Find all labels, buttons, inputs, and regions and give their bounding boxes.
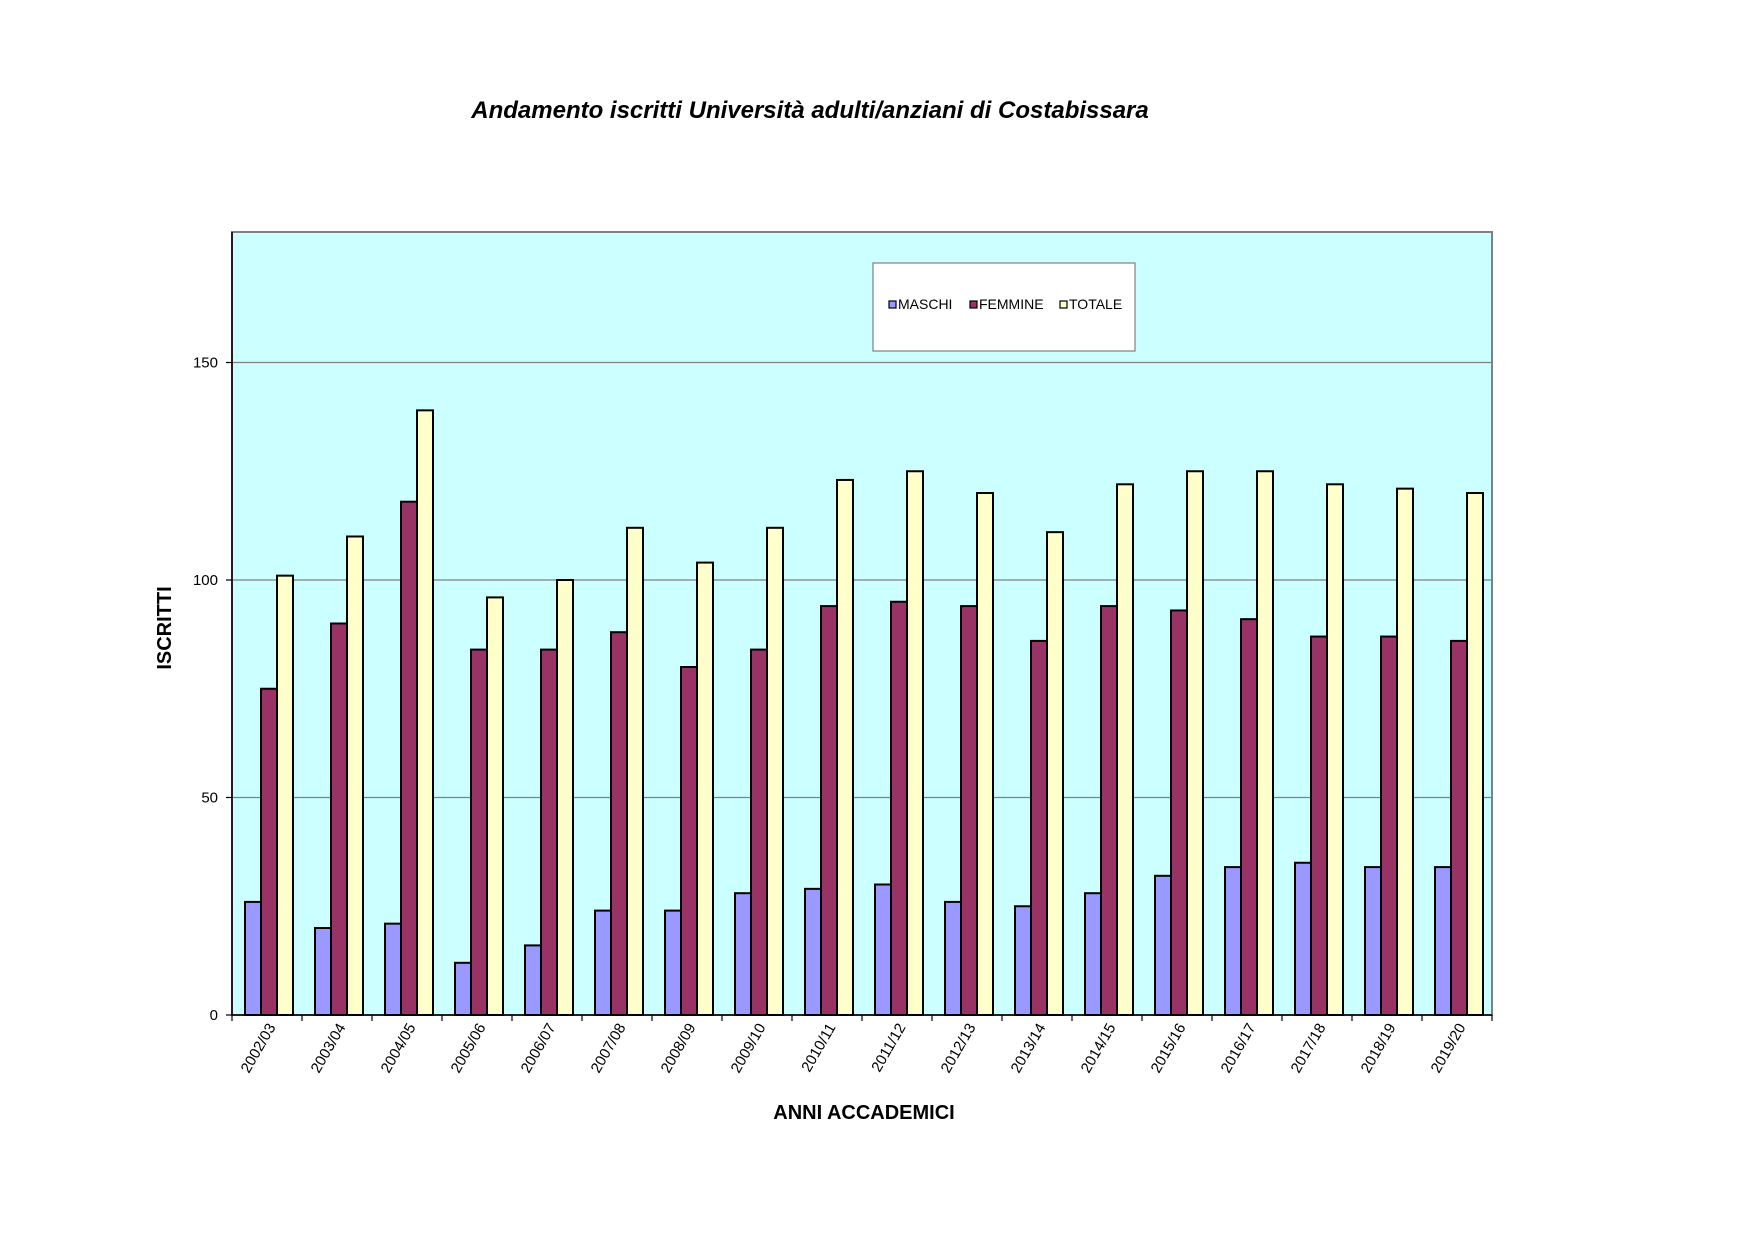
bar-maschi-2008-09 <box>664 909 682 1016</box>
bar-totale-2014-15 <box>1116 483 1134 1016</box>
bar-maschi-2010-11 <box>804 887 822 1016</box>
x-tick-label: 2014/15 <box>1078 1021 1120 1076</box>
bar-maschi-2011-12 <box>874 883 892 1016</box>
x-tick-label: 2002/03 <box>238 1021 280 1076</box>
x-axis-label: ANNI ACCADEMICI <box>773 1102 954 1124</box>
bar-femmine-2016-17 <box>1240 618 1258 1017</box>
bar-femmine-2017-18 <box>1310 635 1328 1016</box>
x-tick-label: 2019/20 <box>1428 1021 1470 1076</box>
y-tick-labels: 0 50 100 150 <box>193 355 218 1025</box>
y-tick-label: 100 <box>193 572 218 589</box>
x-tick-label: 2011/12 <box>868 1021 909 1075</box>
x-tick-labels: 2002/03 2003/04 2004/05 2005/06 2006/07 2007/… <box>238 1021 1470 1076</box>
y-axis-label: ISCRITTI <box>154 586 176 669</box>
bar-maschi-2014-15 <box>1084 892 1102 1017</box>
bar-femmine-2019-20 <box>1450 639 1468 1017</box>
bar-maschi-2005-06 <box>454 961 472 1016</box>
bar-maschi-2002-03 <box>244 900 262 1017</box>
bar-maschi-2009-10 <box>734 892 752 1017</box>
bar-femmine-2012-13 <box>960 605 978 1016</box>
legend: MASCHI FEMMINE TOTALE <box>872 262 1136 352</box>
legend-entry-maschi: MASCHI <box>898 296 952 312</box>
y-tick-label: 50 <box>201 790 218 807</box>
x-tick-label: 2005/06 <box>448 1021 490 1076</box>
bar-totale-2004-05 <box>416 409 434 1017</box>
bar-femmine-2018-19 <box>1380 635 1398 1016</box>
legend-box <box>872 262 1136 352</box>
bar-totale-2012-13 <box>976 492 994 1016</box>
x-tick-label: 2003/04 <box>308 1021 350 1076</box>
bar-totale-2006-07 <box>556 579 574 1016</box>
legend-swatch-femmine <box>969 300 978 309</box>
chart-title: Andamento iscritti Università adulti/anz… <box>470 97 1149 124</box>
bar-totale-2005-06 <box>486 596 504 1017</box>
bar-femmine-2013-14 <box>1030 639 1048 1017</box>
bar-totale-2013-14 <box>1046 531 1064 1017</box>
bar-totale-2003-04 <box>346 535 364 1016</box>
bar-totale-2017-18 <box>1326 483 1344 1016</box>
bar-maschi-2017-18 <box>1294 861 1312 1016</box>
bar-totale-2007-08 <box>626 526 644 1016</box>
bar-femmine-2014-15 <box>1100 605 1118 1016</box>
bar-totale-2016-17 <box>1256 470 1274 1016</box>
bar-maschi-2016-17 <box>1224 866 1242 1016</box>
bar-femmine-2008-09 <box>680 666 698 1016</box>
x-tick-label: 2006/07 <box>518 1021 560 1076</box>
bar-maschi-2003-04 <box>314 927 332 1016</box>
bar-femmine-2009-10 <box>750 648 768 1016</box>
bar-femmine-2007-08 <box>610 631 628 1016</box>
bar-femmine-2005-06 <box>470 648 488 1016</box>
x-tick-label: 2016/17 <box>1218 1021 1260 1076</box>
legend-swatch-maschi <box>888 300 897 309</box>
x-tick-label: 2008/09 <box>658 1021 700 1076</box>
bar-totale-2018-19 <box>1396 487 1414 1016</box>
x-tick-label: 2012/13 <box>938 1021 980 1076</box>
legend-entry-totale: TOTALE <box>1069 296 1122 312</box>
x-tick-label: 2018/19 <box>1358 1021 1400 1076</box>
bar-totale-2015-16 <box>1186 470 1204 1016</box>
bar-maschi-2007-08 <box>594 909 612 1016</box>
x-tick-label: 2009/10 <box>728 1021 770 1076</box>
bar-femmine-2003-04 <box>330 622 348 1016</box>
bar-maschi-2018-19 <box>1364 866 1382 1016</box>
bar-femmine-2004-05 <box>400 500 418 1016</box>
bar-maschi-2004-05 <box>384 922 402 1017</box>
bar-totale-2010-11 <box>836 478 854 1016</box>
bar-femmine-2010-11 <box>820 605 838 1016</box>
bar-femmine-2015-16 <box>1170 609 1188 1016</box>
y-tick-label: 0 <box>210 1007 218 1024</box>
bar-maschi-2015-16 <box>1154 874 1172 1016</box>
bar-totale-2019-20 <box>1466 492 1484 1016</box>
bar-totale-2008-09 <box>696 561 714 1016</box>
gridlines <box>232 361 1492 799</box>
bar-maschi-2019-20 <box>1434 866 1452 1016</box>
bar-maschi-2006-07 <box>524 944 542 1017</box>
bar-totale-2011-12 <box>906 470 924 1016</box>
bar-femmine-2002-03 <box>260 687 278 1016</box>
x-tick-label: 2004/05 <box>378 1021 420 1076</box>
bar-totale-2002-03 <box>276 574 294 1017</box>
x-tick-label: 2015/16 <box>1148 1021 1190 1076</box>
bar-femmine-2006-07 <box>540 648 558 1016</box>
legend-swatch-totale <box>1059 300 1068 309</box>
x-tick-label: 2013/14 <box>1008 1021 1050 1076</box>
y-tick-label: 150 <box>193 355 218 372</box>
bar-totale-2009-10 <box>766 526 784 1016</box>
bar-maschi-2013-14 <box>1014 905 1032 1016</box>
axes <box>226 232 1493 1021</box>
bar-femmine-2011-12 <box>890 600 908 1016</box>
bars <box>244 409 1484 1017</box>
bar-maschi-2012-13 <box>944 900 962 1017</box>
legend-entry-femmine: FEMMINE <box>979 296 1044 312</box>
x-tick-label: 2007/08 <box>588 1021 630 1076</box>
x-tick-label: 2017/18 <box>1288 1021 1330 1076</box>
x-tick-label: 2010/11 <box>798 1021 839 1075</box>
